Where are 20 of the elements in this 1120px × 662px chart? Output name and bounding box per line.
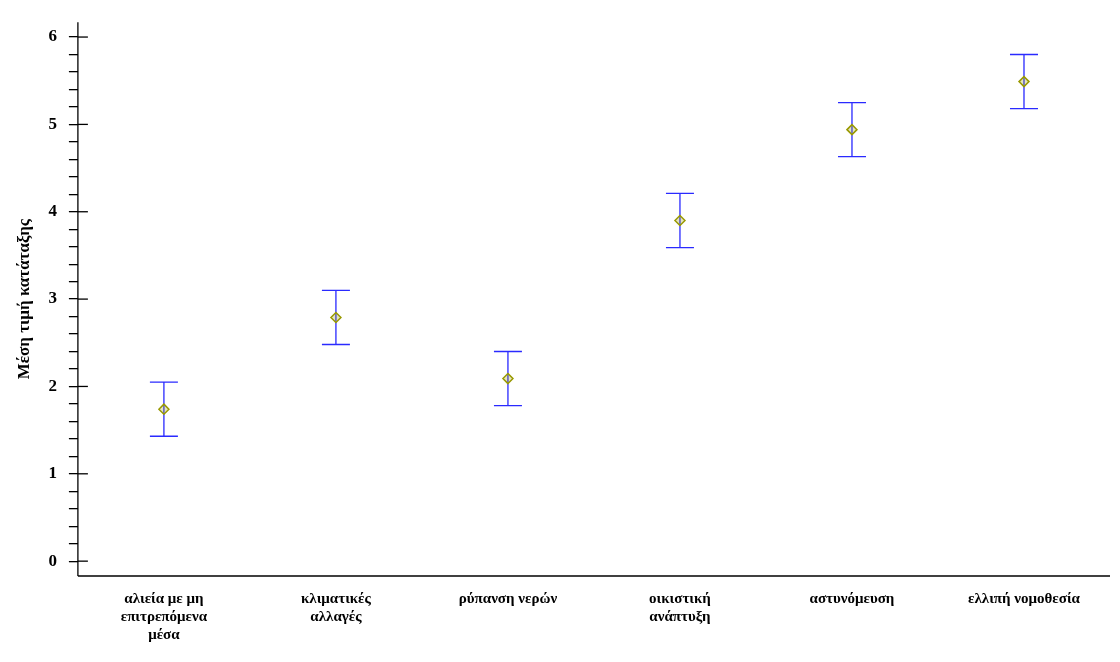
y-tick-label: 4 — [48, 201, 58, 221]
y-tick-label: 5 — [48, 113, 57, 133]
y-tick-label: 2 — [48, 375, 57, 395]
point — [330, 311, 342, 324]
x-tick-label: αστυνόμευση — [809, 589, 895, 606]
point — [846, 123, 858, 136]
x-tick-label: ρύπανση νερών — [458, 589, 558, 606]
y-axis-title: Μέση τιμή κατάταξης — [13, 218, 33, 380]
y-tick-label: 3 — [48, 288, 57, 308]
point — [1018, 75, 1030, 88]
x-tick-label: κλιματικές αλλαγές — [301, 589, 372, 624]
y-tick-label: 1 — [48, 463, 57, 483]
x-tick-label: αλιεία με μη επιτρεπόμενα μέσα — [120, 589, 208, 642]
y-tick-label: 6 — [48, 26, 57, 46]
x-tick-label: ελλιπή νομοθεσία — [968, 589, 1081, 606]
x-tick-label: οικιστική ανάπτυξη — [649, 589, 711, 624]
y-tick-label: 0 — [48, 550, 57, 570]
point — [502, 372, 514, 385]
point — [674, 214, 686, 227]
point — [158, 403, 170, 415]
